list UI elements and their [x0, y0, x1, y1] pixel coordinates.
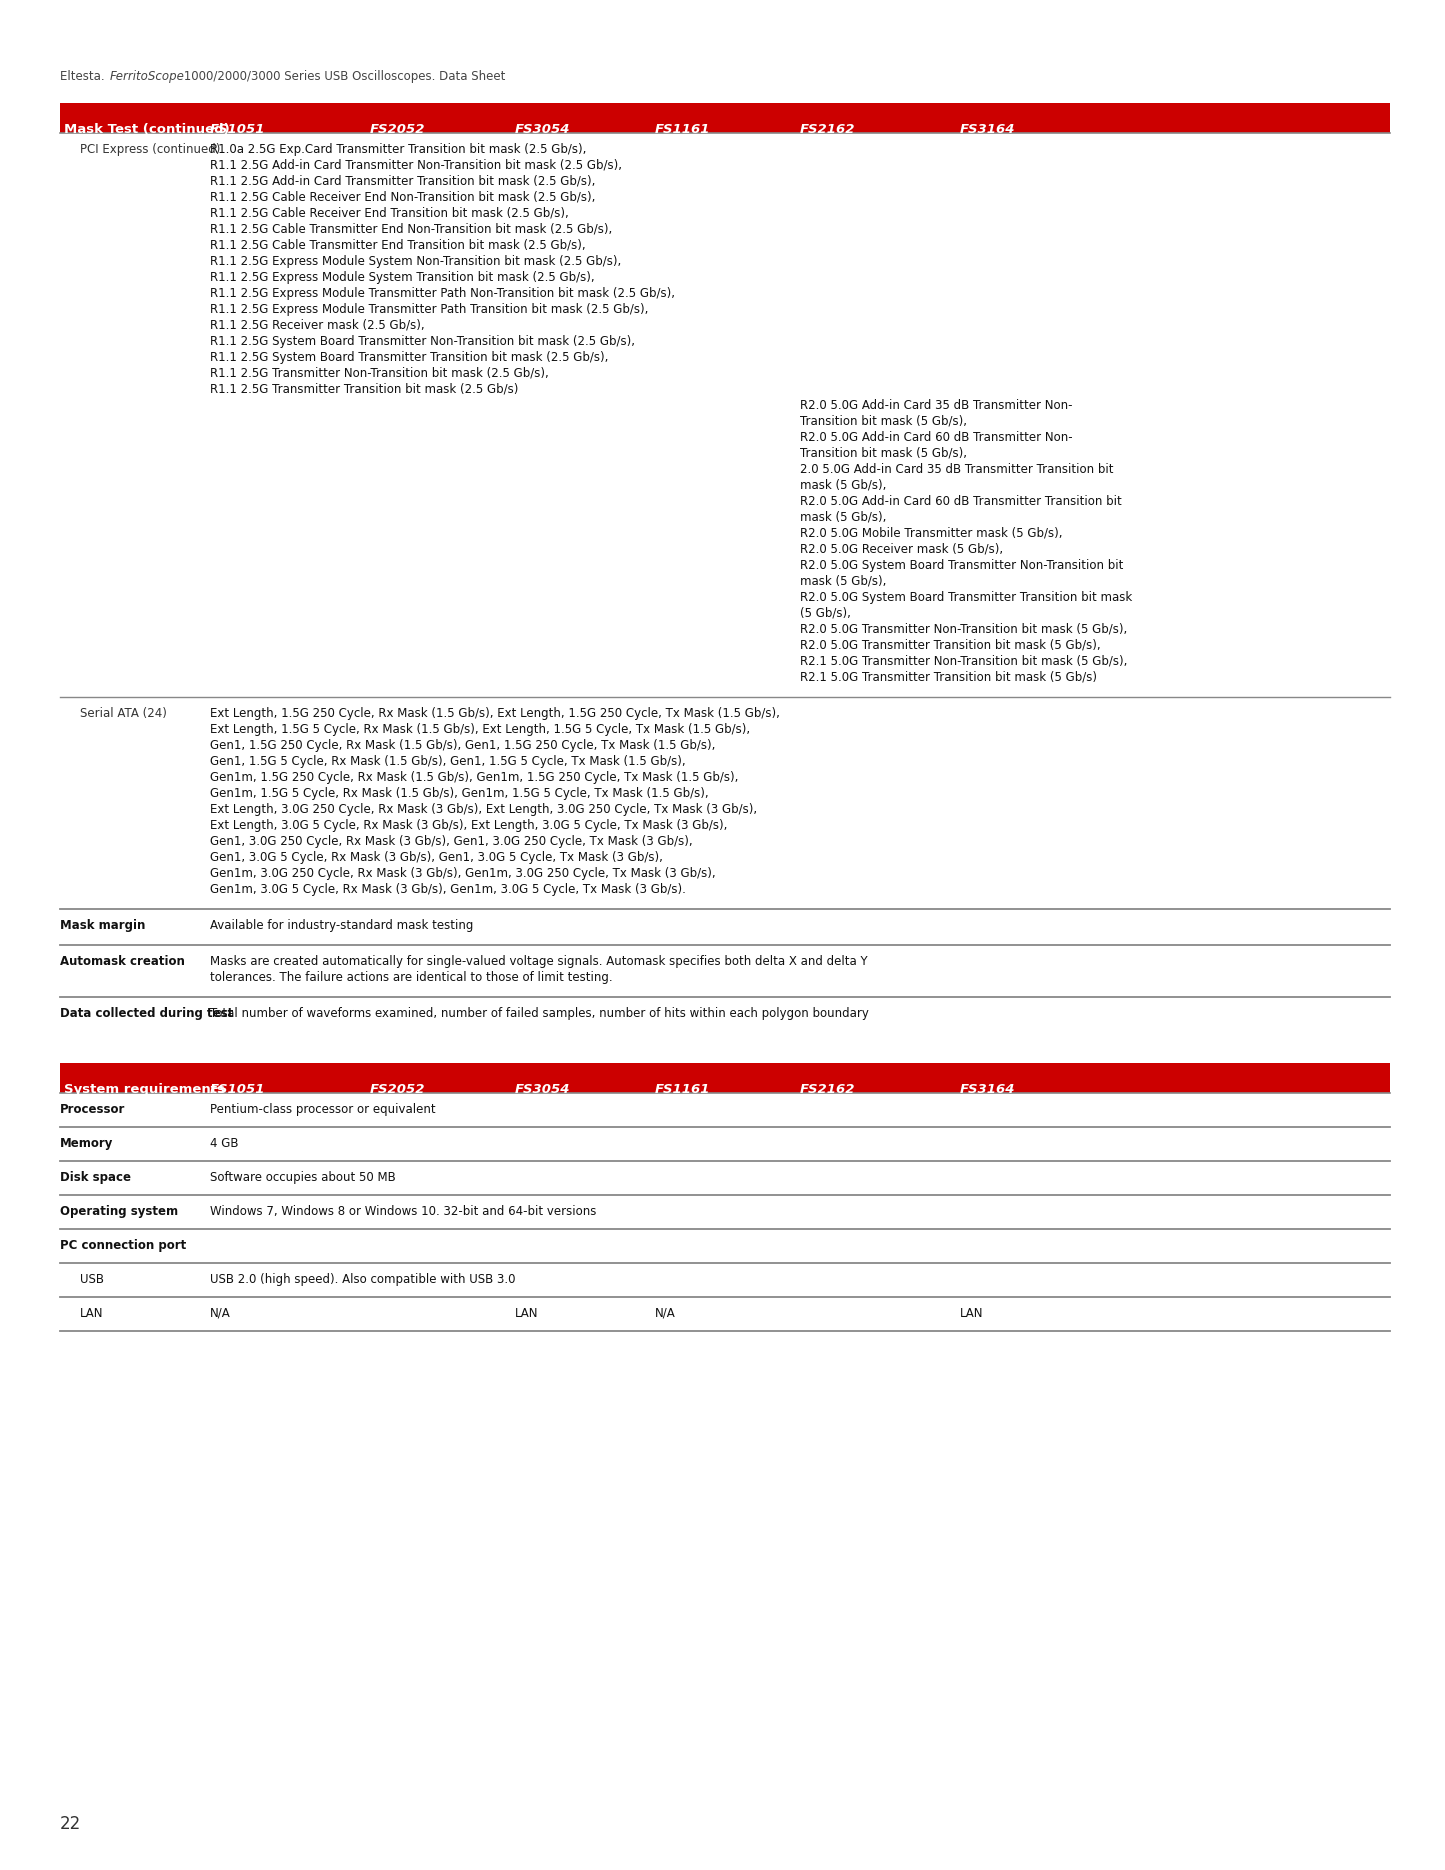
Text: Masks are created automatically for single-valued voltage signals. Automask spec: Masks are created automatically for sing…: [210, 956, 867, 969]
Text: Operating system: Operating system: [61, 1204, 178, 1217]
Text: R2.0 5.0G System Board Transmitter Transition bit mask: R2.0 5.0G System Board Transmitter Trans…: [801, 591, 1133, 604]
Text: Ext Length, 3.0G 5 Cycle, Rx Mask (3 Gb/s), Ext Length, 3.0G 5 Cycle, Tx Mask (3: Ext Length, 3.0G 5 Cycle, Rx Mask (3 Gb/…: [210, 819, 727, 832]
Text: FS2052: FS2052: [370, 1083, 425, 1096]
Text: USB 2.0 (high speed). Also compatible with USB 3.0: USB 2.0 (high speed). Also compatible wi…: [210, 1273, 516, 1287]
Text: R1.1 2.5G Cable Receiver End Non-Transition bit mask (2.5 Gb/s),: R1.1 2.5G Cable Receiver End Non-Transit…: [210, 191, 595, 204]
Text: FS1161: FS1161: [655, 123, 711, 137]
Text: 22: 22: [61, 1816, 81, 1833]
Text: 1000/2000/3000 Series USB Oscilloscopes. Data Sheet: 1000/2000/3000 Series USB Oscilloscopes.…: [181, 69, 506, 82]
Text: LAN: LAN: [959, 1307, 984, 1320]
Text: mask (5 Gb/s),: mask (5 Gb/s),: [801, 511, 886, 524]
Text: R1.1 2.5G Transmitter Transition bit mask (2.5 Gb/s): R1.1 2.5G Transmitter Transition bit mas…: [210, 383, 519, 396]
Text: 2.0 5.0G Add-in Card 35 dB Transmitter Transition bit: 2.0 5.0G Add-in Card 35 dB Transmitter T…: [801, 464, 1114, 477]
Text: R1.1 2.5G Cable Transmitter End Non-Transition bit mask (2.5 Gb/s),: R1.1 2.5G Cable Transmitter End Non-Tran…: [210, 223, 613, 236]
Text: R2.0 5.0G Transmitter Non-Transition bit mask (5 Gb/s),: R2.0 5.0G Transmitter Non-Transition bit…: [801, 623, 1127, 636]
Text: R1.1 2.5G Express Module Transmitter Path Transition bit mask (2.5 Gb/s),: R1.1 2.5G Express Module Transmitter Pat…: [210, 303, 649, 316]
Text: FS3164: FS3164: [959, 1083, 1016, 1096]
Text: FerritoScope: FerritoScope: [110, 69, 185, 82]
Text: N/A: N/A: [655, 1307, 676, 1320]
Bar: [61, 103, 1390, 133]
Text: PCI Express (continued): PCI Express (continued): [79, 142, 221, 155]
Text: (5 Gb/s),: (5 Gb/s),: [801, 608, 851, 621]
Text: Eltesta.: Eltesta.: [61, 69, 108, 82]
Text: Transition bit mask (5 Gb/s),: Transition bit mask (5 Gb/s),: [801, 415, 967, 428]
Text: R1.1 2.5G Add-in Card Transmitter Transition bit mask (2.5 Gb/s),: R1.1 2.5G Add-in Card Transmitter Transi…: [210, 176, 595, 189]
Text: Gen1m, 1.5G 5 Cycle, Rx Mask (1.5 Gb/s), Gen1m, 1.5G 5 Cycle, Tx Mask (1.5 Gb/s): Gen1m, 1.5G 5 Cycle, Rx Mask (1.5 Gb/s),…: [210, 787, 708, 800]
Text: Data collected during test: Data collected during test: [61, 1008, 233, 1019]
Text: Available for industry-standard mask testing: Available for industry-standard mask tes…: [210, 918, 474, 931]
Text: Automask creation: Automask creation: [61, 956, 185, 969]
Text: R2.1 5.0G Transmitter Non-Transition bit mask (5 Gb/s),: R2.1 5.0G Transmitter Non-Transition bit…: [801, 654, 1127, 668]
Text: R1.1 2.5G Cable Transmitter End Transition bit mask (2.5 Gb/s),: R1.1 2.5G Cable Transmitter End Transiti…: [210, 239, 585, 252]
Text: Gen1m, 3.0G 5 Cycle, Rx Mask (3 Gb/s), Gen1m, 3.0G 5 Cycle, Tx Mask (3 Gb/s).: Gen1m, 3.0G 5 Cycle, Rx Mask (3 Gb/s), G…: [210, 883, 686, 896]
Text: R1.0a 2.5G Exp.Card Transmitter Transition bit mask (2.5 Gb/s),: R1.0a 2.5G Exp.Card Transmitter Transiti…: [210, 142, 587, 155]
Text: FS2162: FS2162: [801, 123, 855, 137]
Text: R1.1 2.5G Transmitter Non-Transition bit mask (2.5 Gb/s),: R1.1 2.5G Transmitter Non-Transition bit…: [210, 367, 549, 380]
Text: Total number of waveforms examined, number of failed samples, number of hits wit: Total number of waveforms examined, numb…: [210, 1008, 868, 1019]
Text: Mask margin: Mask margin: [61, 918, 146, 931]
Text: System requirements: System requirements: [64, 1083, 225, 1096]
Text: FS1051: FS1051: [210, 1083, 266, 1096]
Text: R1.1 2.5G Express Module System Transition bit mask (2.5 Gb/s),: R1.1 2.5G Express Module System Transiti…: [210, 271, 595, 284]
Text: FS3054: FS3054: [514, 123, 571, 137]
Text: Serial ATA (24): Serial ATA (24): [79, 707, 166, 720]
Text: R1.1 2.5G Express Module Transmitter Path Non-Transition bit mask (2.5 Gb/s),: R1.1 2.5G Express Module Transmitter Pat…: [210, 286, 675, 299]
Text: Gen1m, 1.5G 250 Cycle, Rx Mask (1.5 Gb/s), Gen1m, 1.5G 250 Cycle, Tx Mask (1.5 G: Gen1m, 1.5G 250 Cycle, Rx Mask (1.5 Gb/s…: [210, 770, 738, 784]
Text: R2.0 5.0G Receiver mask (5 Gb/s),: R2.0 5.0G Receiver mask (5 Gb/s),: [801, 542, 1003, 555]
Text: PC connection port: PC connection port: [61, 1240, 186, 1253]
Text: R1.1 2.5G System Board Transmitter Transition bit mask (2.5 Gb/s),: R1.1 2.5G System Board Transmitter Trans…: [210, 352, 608, 365]
Text: Gen1, 3.0G 250 Cycle, Rx Mask (3 Gb/s), Gen1, 3.0G 250 Cycle, Tx Mask (3 Gb/s),: Gen1, 3.0G 250 Cycle, Rx Mask (3 Gb/s), …: [210, 836, 692, 847]
Text: R1.1 2.5G Add-in Card Transmitter Non-Transition bit mask (2.5 Gb/s),: R1.1 2.5G Add-in Card Transmitter Non-Tr…: [210, 159, 621, 172]
Text: FS3164: FS3164: [959, 123, 1016, 137]
Text: R2.0 5.0G Add-in Card 60 dB Transmitter Transition bit: R2.0 5.0G Add-in Card 60 dB Transmitter …: [801, 496, 1121, 509]
Text: mask (5 Gb/s),: mask (5 Gb/s),: [801, 479, 886, 492]
Text: 4 GB: 4 GB: [210, 1137, 238, 1150]
Text: Disk space: Disk space: [61, 1171, 131, 1184]
Text: Mask Test (continued): Mask Test (continued): [64, 123, 230, 137]
Text: FS3054: FS3054: [514, 1083, 571, 1096]
Text: R2.1 5.0G Transmitter Transition bit mask (5 Gb/s): R2.1 5.0G Transmitter Transition bit mas…: [801, 671, 1097, 684]
Bar: [61, 1062, 1390, 1092]
Text: FS2162: FS2162: [801, 1083, 855, 1096]
Text: Pentium-class processor or equivalent: Pentium-class processor or equivalent: [210, 1103, 435, 1116]
Text: R2.0 5.0G Add-in Card 60 dB Transmitter Non-: R2.0 5.0G Add-in Card 60 dB Transmitter …: [801, 430, 1072, 443]
Text: FS2052: FS2052: [370, 123, 425, 137]
Text: R1.1 2.5G Cable Receiver End Transition bit mask (2.5 Gb/s),: R1.1 2.5G Cable Receiver End Transition …: [210, 208, 569, 221]
Text: R2.0 5.0G Transmitter Transition bit mask (5 Gb/s),: R2.0 5.0G Transmitter Transition bit mas…: [801, 640, 1101, 653]
Text: Gen1, 1.5G 5 Cycle, Rx Mask (1.5 Gb/s), Gen1, 1.5G 5 Cycle, Tx Mask (1.5 Gb/s),: Gen1, 1.5G 5 Cycle, Rx Mask (1.5 Gb/s), …: [210, 755, 685, 769]
Text: R2.0 5.0G System Board Transmitter Non-Transition bit: R2.0 5.0G System Board Transmitter Non-T…: [801, 559, 1123, 572]
Text: Transition bit mask (5 Gb/s),: Transition bit mask (5 Gb/s),: [801, 447, 967, 460]
Text: FS1051: FS1051: [210, 123, 266, 137]
Text: R1.1 2.5G System Board Transmitter Non-Transition bit mask (2.5 Gb/s),: R1.1 2.5G System Board Transmitter Non-T…: [210, 335, 634, 348]
Text: tolerances. The failure actions are identical to those of limit testing.: tolerances. The failure actions are iden…: [210, 971, 613, 984]
Text: USB: USB: [79, 1273, 104, 1287]
Text: R1.1 2.5G Express Module System Non-Transition bit mask (2.5 Gb/s),: R1.1 2.5G Express Module System Non-Tran…: [210, 254, 621, 267]
Text: Software occupies about 50 MB: Software occupies about 50 MB: [210, 1171, 396, 1184]
Text: Ext Length, 1.5G 5 Cycle, Rx Mask (1.5 Gb/s), Ext Length, 1.5G 5 Cycle, Tx Mask : Ext Length, 1.5G 5 Cycle, Rx Mask (1.5 G…: [210, 724, 750, 737]
Text: Ext Length, 1.5G 250 Cycle, Rx Mask (1.5 Gb/s), Ext Length, 1.5G 250 Cycle, Tx M: Ext Length, 1.5G 250 Cycle, Rx Mask (1.5…: [210, 707, 780, 720]
Text: N/A: N/A: [210, 1307, 231, 1320]
Text: mask (5 Gb/s),: mask (5 Gb/s),: [801, 574, 886, 587]
Text: Memory: Memory: [61, 1137, 113, 1150]
Text: R1.1 2.5G Receiver mask (2.5 Gb/s),: R1.1 2.5G Receiver mask (2.5 Gb/s),: [210, 320, 425, 333]
Text: Gen1, 3.0G 5 Cycle, Rx Mask (3 Gb/s), Gen1, 3.0G 5 Cycle, Tx Mask (3 Gb/s),: Gen1, 3.0G 5 Cycle, Rx Mask (3 Gb/s), Ge…: [210, 851, 663, 864]
Text: R2.0 5.0G Add-in Card 35 dB Transmitter Non-: R2.0 5.0G Add-in Card 35 dB Transmitter …: [801, 398, 1072, 411]
Text: R2.0 5.0G Mobile Transmitter mask (5 Gb/s),: R2.0 5.0G Mobile Transmitter mask (5 Gb/…: [801, 527, 1062, 540]
Text: Gen1, 1.5G 250 Cycle, Rx Mask (1.5 Gb/s), Gen1, 1.5G 250 Cycle, Tx Mask (1.5 Gb/: Gen1, 1.5G 250 Cycle, Rx Mask (1.5 Gb/s)…: [210, 739, 715, 752]
Text: Ext Length, 3.0G 250 Cycle, Rx Mask (3 Gb/s), Ext Length, 3.0G 250 Cycle, Tx Mas: Ext Length, 3.0G 250 Cycle, Rx Mask (3 G…: [210, 802, 757, 815]
Text: Gen1m, 3.0G 250 Cycle, Rx Mask (3 Gb/s), Gen1m, 3.0G 250 Cycle, Tx Mask (3 Gb/s): Gen1m, 3.0G 250 Cycle, Rx Mask (3 Gb/s),…: [210, 868, 715, 881]
Text: LAN: LAN: [79, 1307, 104, 1320]
Text: Windows 7, Windows 8 or Windows 10. 32-bit and 64-bit versions: Windows 7, Windows 8 or Windows 10. 32-b…: [210, 1204, 597, 1217]
Text: LAN: LAN: [514, 1307, 539, 1320]
Text: FS1161: FS1161: [655, 1083, 711, 1096]
Text: Processor: Processor: [61, 1103, 126, 1116]
